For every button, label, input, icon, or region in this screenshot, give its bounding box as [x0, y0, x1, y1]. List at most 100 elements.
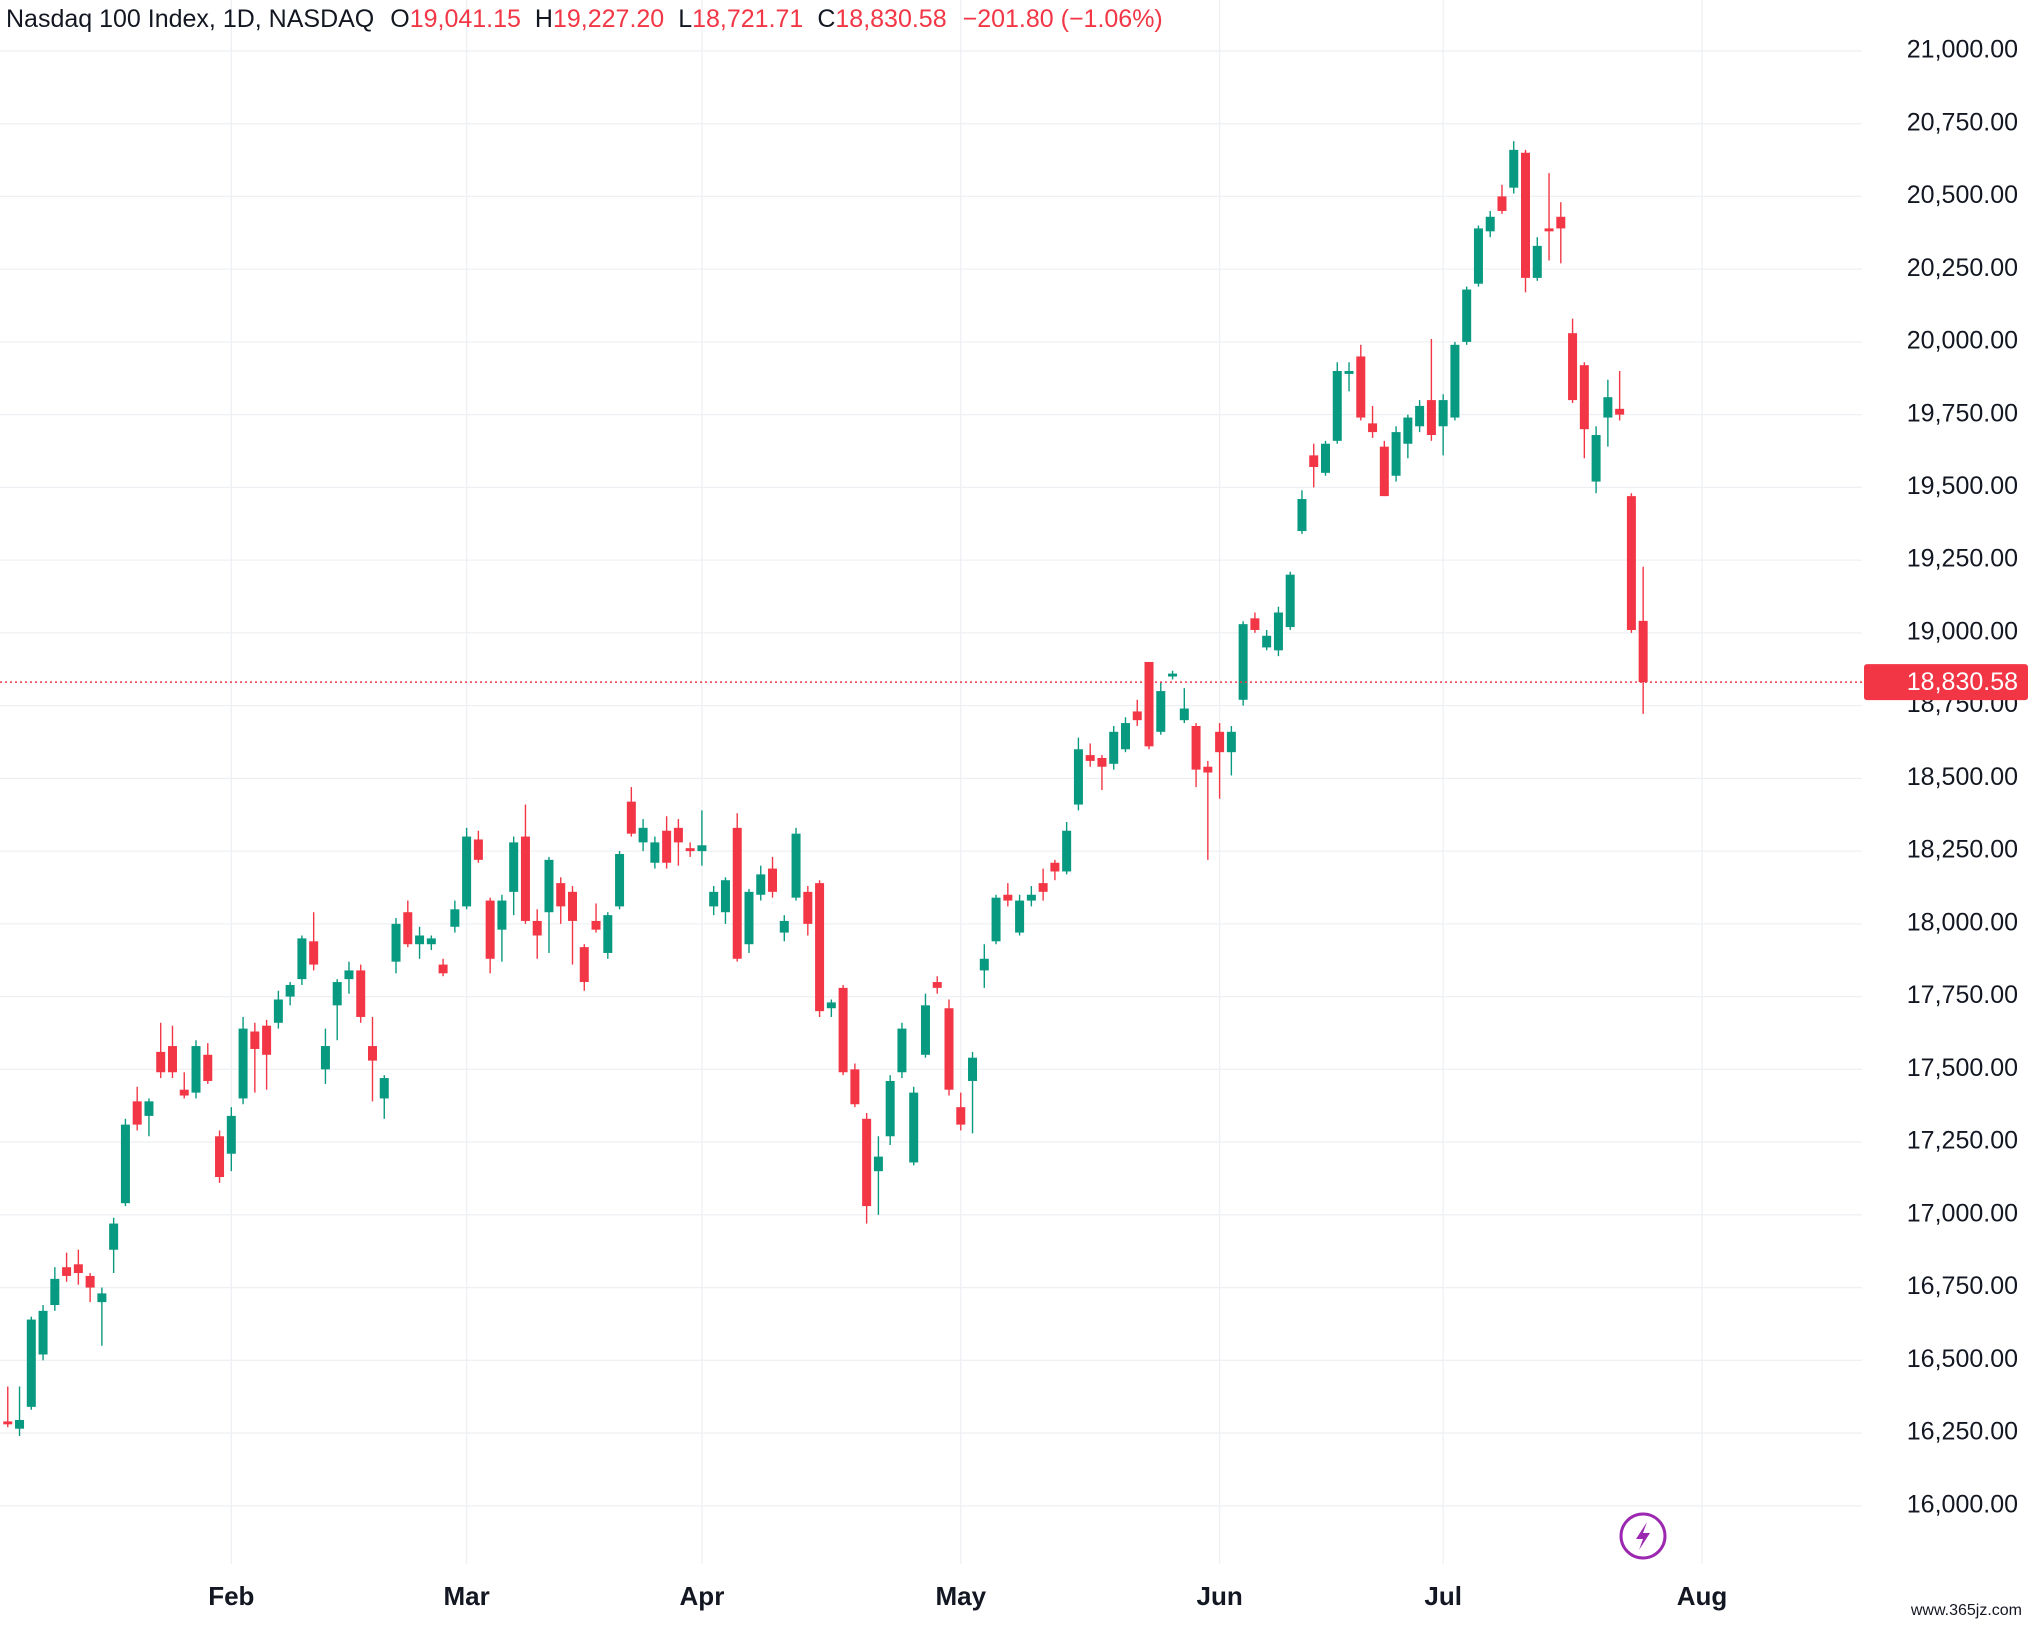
ohlc-key: O — [390, 5, 409, 33]
candle-body — [956, 1107, 966, 1125]
candle-body — [1097, 757, 1107, 767]
candle-body — [15, 1419, 25, 1429]
watermark-bg — [1900, 1598, 2028, 1624]
candle-body — [991, 897, 1001, 942]
x-tick-label: Jun — [1196, 1581, 1242, 1611]
candle-body — [297, 938, 307, 980]
candle-body — [791, 833, 801, 898]
candle-body — [662, 830, 672, 863]
candle-body — [768, 868, 778, 892]
ohlc-key: C — [817, 5, 835, 33]
candle-body — [356, 970, 366, 1017]
candle-body — [732, 827, 742, 959]
candle-body — [1297, 499, 1307, 532]
candle-body — [909, 1092, 919, 1163]
candle-body — [285, 984, 295, 997]
candle-body — [344, 970, 354, 980]
candle-body — [1450, 344, 1460, 418]
y-tick-label: 16,750.00 — [1907, 1272, 2018, 1300]
x-tick-label: Feb — [208, 1581, 254, 1611]
candle-body — [50, 1278, 60, 1306]
y-tick-label: 18,500.00 — [1907, 763, 2018, 791]
candle-body — [426, 938, 436, 945]
candle-body — [250, 1031, 260, 1049]
y-tick-label: 19,500.00 — [1907, 472, 2018, 500]
candle-body — [932, 982, 942, 988]
y-tick-label: 16,000.00 — [1907, 1490, 2018, 1518]
candle-body — [1238, 624, 1248, 700]
ohlc-value: 19,227.20 — [553, 5, 664, 33]
watermark: www.365jz.com — [1910, 1602, 2022, 1619]
candle-body — [1085, 755, 1095, 761]
candles — [3, 141, 1648, 1436]
y-tick-label: 20,500.00 — [1907, 181, 2018, 209]
candle-body — [720, 880, 730, 913]
candle-body — [109, 1223, 119, 1250]
candle-body — [626, 801, 636, 834]
candle-body — [1179, 708, 1189, 721]
candle-body — [944, 1008, 954, 1090]
candle-body — [1532, 245, 1542, 278]
candle-body — [1038, 883, 1048, 892]
candle-body — [556, 883, 566, 907]
ohlc-key: L — [678, 5, 692, 33]
chart-title: Nasdaq 100 Index, 1D, NASDAQ — [6, 5, 374, 33]
candle-body — [1344, 370, 1354, 374]
candle-body — [1203, 766, 1213, 773]
candle-body — [1309, 455, 1319, 468]
axes: 16,000.00 16,250.00 16,500.00 16,750.00 17,0… — [0, 36, 2028, 1611]
candle-body — [1050, 862, 1060, 872]
candle-body — [1379, 446, 1389, 497]
candle-body — [744, 891, 754, 945]
candle-body — [179, 1089, 189, 1096]
candle-body — [897, 1028, 907, 1073]
candle-body — [1391, 432, 1401, 476]
candle-body — [367, 1046, 377, 1061]
candle-body — [979, 958, 989, 971]
candle-body — [1626, 496, 1636, 630]
candle-body — [544, 859, 554, 913]
x-tick-label: Apr — [680, 1581, 725, 1611]
candle-body — [85, 1275, 95, 1288]
candle-body — [1438, 400, 1448, 427]
y-tick-label: 18,000.00 — [1907, 908, 2018, 936]
candle-body — [1015, 900, 1025, 933]
candle-body — [1215, 731, 1225, 753]
candle-body — [1426, 400, 1436, 436]
candle-body — [1250, 618, 1260, 630]
candle-body — [450, 909, 460, 927]
candle-body — [462, 836, 472, 907]
ohlc-value: 19,041.15 — [410, 5, 521, 33]
last-price-label: 18,830.58 — [1907, 668, 2018, 696]
candle-body — [838, 987, 848, 1073]
candle-body — [1403, 417, 1413, 444]
y-tick-label: 17,250.00 — [1907, 1127, 2018, 1155]
candle-body — [1332, 370, 1342, 441]
ohlc-key: H — [535, 5, 553, 33]
candle-body — [320, 1046, 330, 1070]
candle-body — [826, 1002, 836, 1009]
candle-body — [1579, 365, 1589, 430]
candle-body — [473, 839, 483, 860]
candle-body — [779, 920, 789, 933]
candle-body — [873, 1156, 883, 1172]
candle-body — [379, 1078, 389, 1099]
y-tick-label: 19,750.00 — [1907, 399, 2018, 427]
candle-body — [1109, 731, 1119, 764]
candle-body — [591, 920, 601, 930]
candle-body — [1615, 408, 1625, 415]
candle-body — [97, 1293, 107, 1303]
candle-body — [850, 1069, 860, 1105]
candle-body — [815, 883, 825, 1012]
candle-body — [309, 941, 319, 965]
candle-body — [1144, 661, 1154, 747]
candle-body — [167, 1046, 177, 1073]
y-tick-label: 16,500.00 — [1907, 1345, 2018, 1373]
candle-body — [1591, 435, 1601, 482]
candle-body — [685, 848, 695, 852]
candle-body — [1356, 356, 1366, 418]
candle-body — [520, 836, 530, 921]
lightning-icon[interactable] — [1619, 1512, 1667, 1560]
candle-body — [568, 891, 578, 921]
